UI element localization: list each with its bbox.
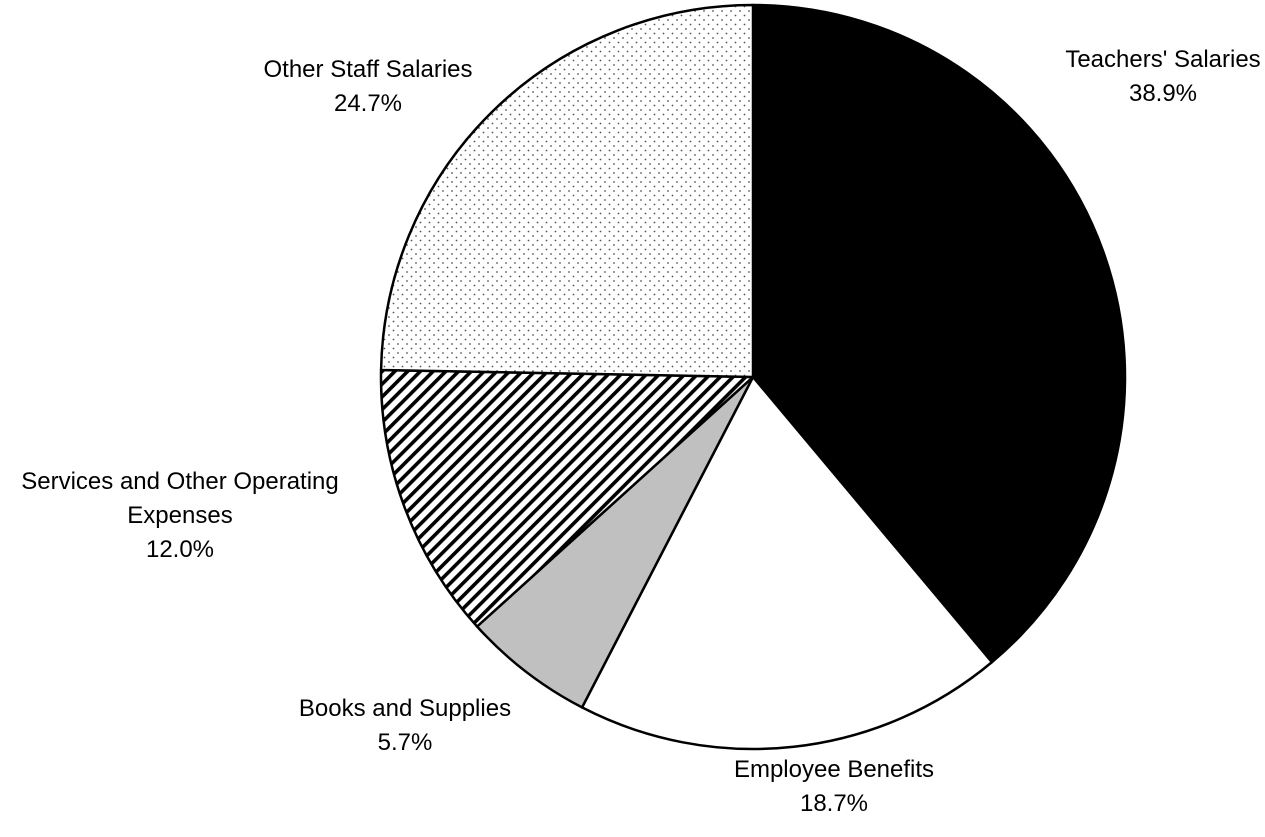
pie-slice-services-and-other-operating-expenses [379,368,755,628]
slice-name-line: Books and Supplies [299,695,511,722]
pie-slice-books-and-supplies [475,375,755,709]
slice-label-books-and-supplies: Books and Supplies 5.7% [299,695,511,756]
slice-label-services-and-other-operating-expenses: Services and Other Operating Expenses 12.0… [21,468,339,563]
slice-name-line: Teachers' Salaries [1065,46,1260,73]
slice-percent: 5.7% [378,729,433,756]
slices-layer [379,3,1127,751]
slice-percent: 24.7% [334,90,402,117]
slice-percent: 12.0% [146,536,214,563]
slice-name-line: Employee Benefits [734,756,934,783]
slice-percent: 18.7% [800,790,868,817]
slice-label-teachers-salaries: Teachers' Salaries 38.9% [1065,46,1260,107]
pie-slice-employee-benefits [580,375,994,751]
slice-label-employee-benefits: Employee Benefits 18.7% [734,756,934,817]
slice-name-line: Other Staff Salaries [264,56,473,83]
pie-slice-teachers-salaries [751,3,1127,664]
slice-name-line: Services and Other Operating [21,468,339,495]
labels-layer: Teachers' Salaries 38.9% Employee Benefits… [21,46,1260,817]
slice-label-other-staff-salaries: Other Staff Salaries 24.7% [264,56,473,117]
pie-slice-other-staff-salaries [379,3,755,379]
slice-percent: 38.9% [1129,80,1197,107]
slice-name-line: Expenses [127,502,232,529]
